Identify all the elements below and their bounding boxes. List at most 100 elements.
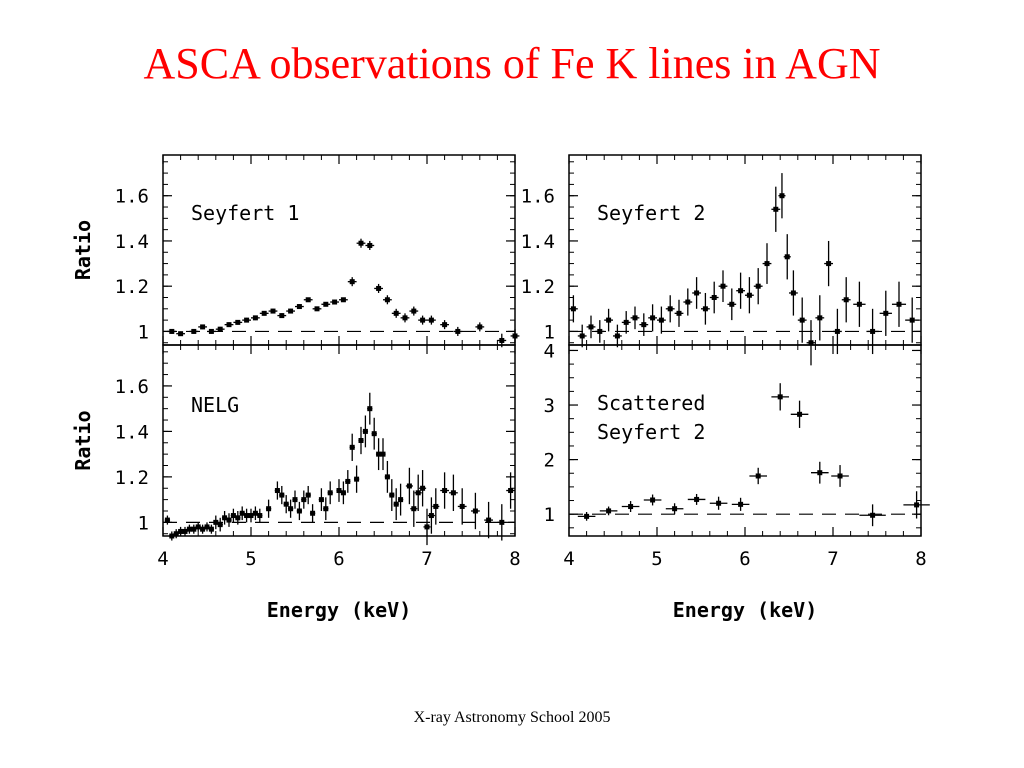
y-tick-label: 1.2 <box>115 467 149 489</box>
data-point <box>189 328 199 334</box>
data-marker <box>459 503 465 509</box>
data-point <box>577 324 587 348</box>
x-axis-label: Energy (keV) <box>267 598 412 622</box>
data-point <box>215 326 225 332</box>
y-axis-label: Ratio <box>71 220 95 280</box>
data-marker <box>279 313 285 319</box>
data-point <box>409 306 419 316</box>
data-point <box>718 270 728 303</box>
data-marker <box>358 240 364 246</box>
data-point <box>510 329 520 343</box>
data-marker <box>384 297 390 303</box>
data-point <box>621 311 631 334</box>
data-point <box>257 508 263 523</box>
data-marker <box>402 315 408 321</box>
panel-label: Scattered <box>597 391 705 415</box>
data-point <box>389 479 395 511</box>
y-tick-label: 1.2 <box>115 276 149 298</box>
data-point <box>213 515 219 530</box>
data-marker <box>584 513 590 519</box>
x-tick-label: 8 <box>509 548 520 570</box>
data-point <box>182 526 188 536</box>
y-tick-label: 3 <box>544 395 555 417</box>
data-marker <box>305 492 311 498</box>
data-marker <box>914 502 920 508</box>
data-marker <box>694 290 700 296</box>
data-point <box>797 297 807 343</box>
data-marker <box>856 301 862 307</box>
data-point <box>778 173 786 219</box>
data-point <box>736 272 745 309</box>
data-marker <box>870 512 876 518</box>
data-marker <box>896 301 902 307</box>
data-marker <box>182 528 188 534</box>
data-marker <box>837 473 843 479</box>
data-marker <box>296 508 302 514</box>
data-marker <box>477 324 483 330</box>
data-point <box>665 503 684 515</box>
data-point <box>665 295 675 323</box>
data-point <box>397 483 404 516</box>
chart-panel-1: 1 1.2 1.4 1.6 Seyfert 1 Ratio <box>71 154 520 348</box>
data-marker <box>702 306 708 312</box>
data-marker <box>826 261 832 267</box>
data-point <box>330 299 339 305</box>
data-point <box>586 315 596 339</box>
data-point <box>339 297 348 303</box>
data-point <box>391 308 401 318</box>
y-tick-label: 2 <box>544 450 555 472</box>
data-point <box>371 417 377 450</box>
data-point <box>630 306 640 330</box>
data-point <box>789 270 798 316</box>
data-marker <box>323 506 329 512</box>
data-marker <box>777 394 783 400</box>
data-point <box>427 315 436 325</box>
data-point <box>167 328 177 334</box>
data-marker <box>257 513 263 519</box>
y-axis-label: Ratio <box>71 410 95 470</box>
data-marker <box>332 299 338 305</box>
data-point <box>199 524 206 534</box>
data-marker <box>623 319 629 325</box>
data-point <box>648 304 657 332</box>
data-point <box>727 288 737 321</box>
data-marker <box>499 337 505 343</box>
data-point <box>242 317 251 323</box>
data-marker <box>266 506 272 512</box>
data-point <box>186 524 193 534</box>
data-point <box>414 474 422 511</box>
slide-title: ASCA observations of Fe K lines in AGN <box>143 39 881 88</box>
panel-frame <box>162 154 516 346</box>
data-marker <box>380 451 386 457</box>
data-marker <box>486 517 492 523</box>
data-point <box>318 488 325 511</box>
data-marker <box>261 310 267 316</box>
data-point <box>423 508 431 546</box>
data-point <box>295 304 304 310</box>
data-marker <box>738 288 744 294</box>
data-point <box>762 243 772 284</box>
data-point <box>440 320 449 330</box>
data-point <box>841 277 851 323</box>
data-point <box>305 485 311 505</box>
chart-panel-4: 1 2 3 4 4 5 6 7 8 Scattered Seyfert 2 Energy (keV) <box>544 340 930 622</box>
data-point <box>221 510 228 525</box>
data-marker <box>173 531 179 537</box>
x-tick-label: 8 <box>915 548 926 570</box>
data-point <box>701 292 710 325</box>
data-marker <box>318 497 324 503</box>
data-point <box>309 504 316 523</box>
data-marker <box>178 331 184 337</box>
data-marker <box>716 500 722 506</box>
data-marker <box>235 515 241 521</box>
data-point <box>204 522 210 532</box>
data-marker <box>226 322 232 328</box>
data-marker <box>720 283 726 289</box>
data-point <box>427 497 435 534</box>
data-marker <box>398 497 404 503</box>
data-marker <box>208 526 214 532</box>
data-point <box>312 306 322 312</box>
x-tick-label: 5 <box>651 548 662 570</box>
panel-label: NELG <box>191 393 239 417</box>
y-tick-label: 1.6 <box>115 376 149 398</box>
